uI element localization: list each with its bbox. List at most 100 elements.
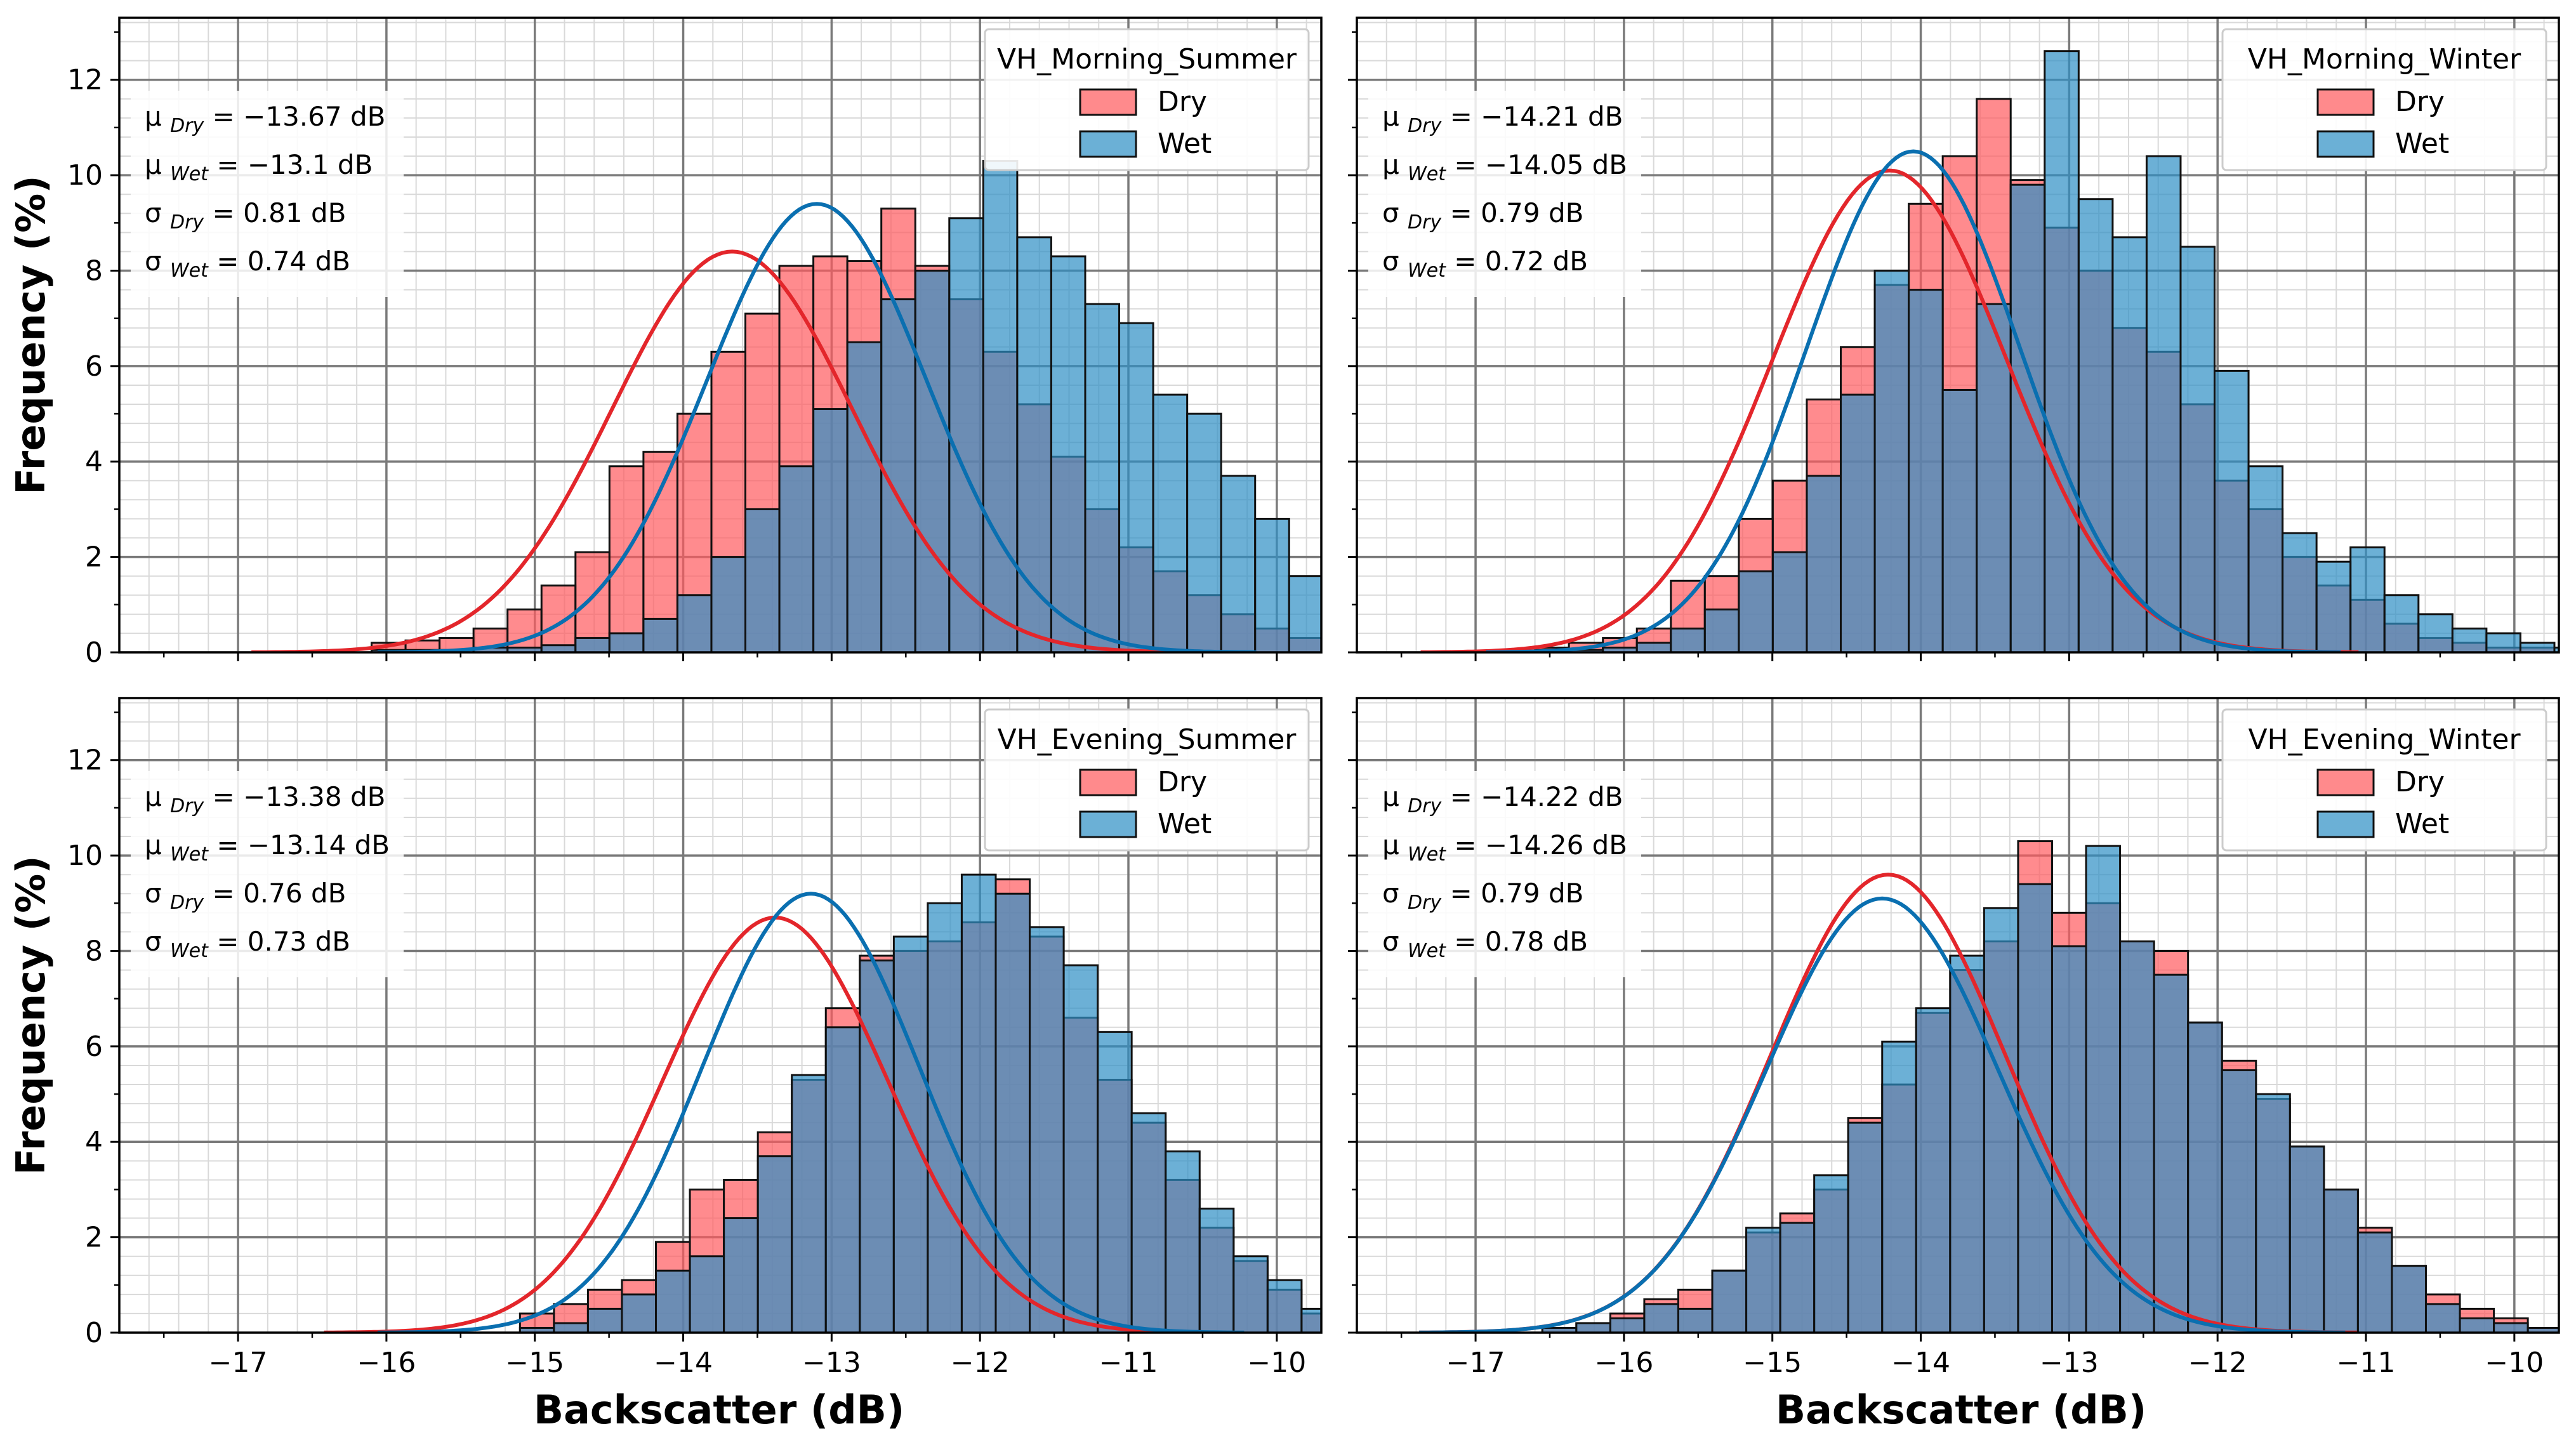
bar-wet [574, 637, 611, 652]
legend-swatch-dry [2316, 88, 2375, 116]
legend-label-dry: Dry [1158, 766, 1207, 798]
x-tick-label: −11 [1099, 1347, 1158, 1379]
bar-wet [1118, 322, 1154, 652]
bar-wet [2085, 845, 2122, 1333]
bar-wet [1288, 575, 1321, 652]
bar-wet [1738, 570, 1774, 652]
stat-line: σ Dry = 0.79 dB [1382, 197, 1583, 234]
axes-frame [1356, 16, 2560, 654]
y-tick-label: 6 [85, 350, 103, 383]
x-tick-label: −16 [357, 1347, 416, 1379]
bar-wet [1908, 289, 1944, 652]
bar-wet [689, 1255, 725, 1333]
bar-wet [642, 617, 678, 652]
stat-line: μ Dry = −14.22 dB [1382, 781, 1623, 817]
stat-line: σ Dry = 0.81 dB [145, 197, 346, 234]
bar-wet [2187, 1021, 2223, 1333]
bar-dry [608, 465, 645, 652]
y-tick-label: 10 [67, 840, 103, 872]
bar-wet [676, 594, 713, 652]
bar-wet [1130, 1112, 1167, 1333]
legend-box [984, 708, 1310, 852]
bar-wet [2017, 883, 2053, 1333]
bar-wet [1300, 1307, 1321, 1333]
kde-line-wet [1486, 149, 2341, 652]
bar-wet [2519, 642, 2556, 652]
x-tick-label: −12 [2188, 1347, 2247, 1379]
legend-title: VH_Evening_Summer [998, 723, 1297, 756]
legend-swatch-wet [1079, 810, 1137, 838]
bar-wet [2383, 594, 2420, 652]
bar-wet [2323, 1188, 2359, 1333]
bar-wet [2145, 155, 2182, 652]
x-tick-label: −11 [2337, 1347, 2396, 1379]
y-tick-label: 12 [67, 64, 103, 96]
chart-panel-bottom-left: −17 −16 −15 −14 −13 −12 −11 −10 0 2 4 6 8 10 12 μ Dry =… [67, 697, 1370, 1379]
stat-line: μ Wet = −13.14 dB [145, 829, 390, 866]
bar-wet [1220, 475, 1257, 652]
legend-box [2221, 28, 2547, 171]
stat-line: μ Dry = −14.21 dB [1382, 101, 1623, 137]
bar-wet [1575, 1322, 1611, 1333]
bar-wet [1635, 642, 1672, 652]
bar-wet [2289, 1145, 2325, 1333]
legend-title: VH_Evening_Winter [2248, 723, 2521, 756]
bar-dry [1335, 1318, 1370, 1333]
stats-box [1368, 91, 1641, 297]
bar-dry [540, 584, 577, 652]
stat-line: σ Wet = 0.74 dB [145, 246, 350, 282]
legend-swatch-dry [1079, 88, 1137, 116]
bar-wet [1323, 605, 1357, 652]
axes-frame [1356, 697, 2560, 1334]
legend-box [984, 28, 1310, 171]
bar-wet [1976, 303, 2012, 652]
bar-wet [1254, 517, 1290, 652]
chart-panel-bottom-right: −17 −16 −15 −14 −13 −12 −11 −10 μ Dry = −14.22 d… [1348, 697, 2560, 1379]
legend-label-wet: Wet [1158, 128, 1212, 160]
legend-swatch-wet [2316, 810, 2375, 838]
bar-wet [1703, 608, 1740, 652]
bar-wet [553, 1322, 589, 1333]
y-axis-label-top: Frequency (%) [8, 175, 54, 494]
stat-line: σ Wet = 0.73 dB [145, 926, 350, 962]
bar-wet [778, 465, 815, 652]
bar-wet [2459, 1317, 2495, 1333]
bar-wet [2214, 369, 2250, 652]
stat-line: μ Wet = −13.1 dB [145, 149, 373, 185]
stat-line: σ Wet = 0.78 dB [1382, 926, 1588, 962]
bar-wet [824, 1026, 861, 1333]
bar-wet [2417, 613, 2454, 652]
bar-wet [1806, 475, 1842, 652]
bar-wet [2009, 183, 2046, 652]
bar-wet [1232, 1255, 1269, 1333]
bar-wet [710, 556, 747, 652]
bar-wet [2221, 1069, 2257, 1333]
stats-box [1368, 771, 1641, 977]
x-tick-label: −10 [1247, 1347, 1306, 1379]
bar-wet [2153, 973, 2190, 1333]
axes-frame [118, 16, 1323, 654]
bar-wet [2553, 646, 2559, 652]
bar-wet [1771, 551, 1808, 652]
bar-wet [2247, 465, 2284, 652]
legend-title: VH_Morning_Summer [997, 43, 1297, 76]
bar-wet [812, 408, 849, 652]
kde-line-wet [377, 202, 1257, 652]
bar-wet [1186, 412, 1222, 652]
chart-panel-top-right: μ Dry = −14.21 dB μ Wet = −14.05 dB σ Dry … [1348, 16, 2560, 661]
bar-wet [2349, 546, 2386, 652]
bar-wet [1084, 303, 1121, 652]
plot-area [119, 698, 1370, 1333]
plot-area [1357, 18, 2559, 652]
y-axis-label-bottom: Frequency (%) [8, 855, 54, 1175]
stat-line: μ Dry = −13.67 dB [145, 101, 385, 137]
y-tick-label: 4 [85, 445, 103, 478]
y-tick-label: 8 [85, 254, 103, 287]
bar-wet [1873, 269, 1910, 652]
bar-wet [982, 160, 1019, 652]
stat-line: μ Wet = −14.26 dB [1382, 829, 1627, 866]
bar-wet [846, 341, 883, 652]
legend-label-dry: Dry [1158, 86, 1207, 118]
bar-wet [1941, 388, 1978, 652]
bar-wet [744, 508, 781, 652]
